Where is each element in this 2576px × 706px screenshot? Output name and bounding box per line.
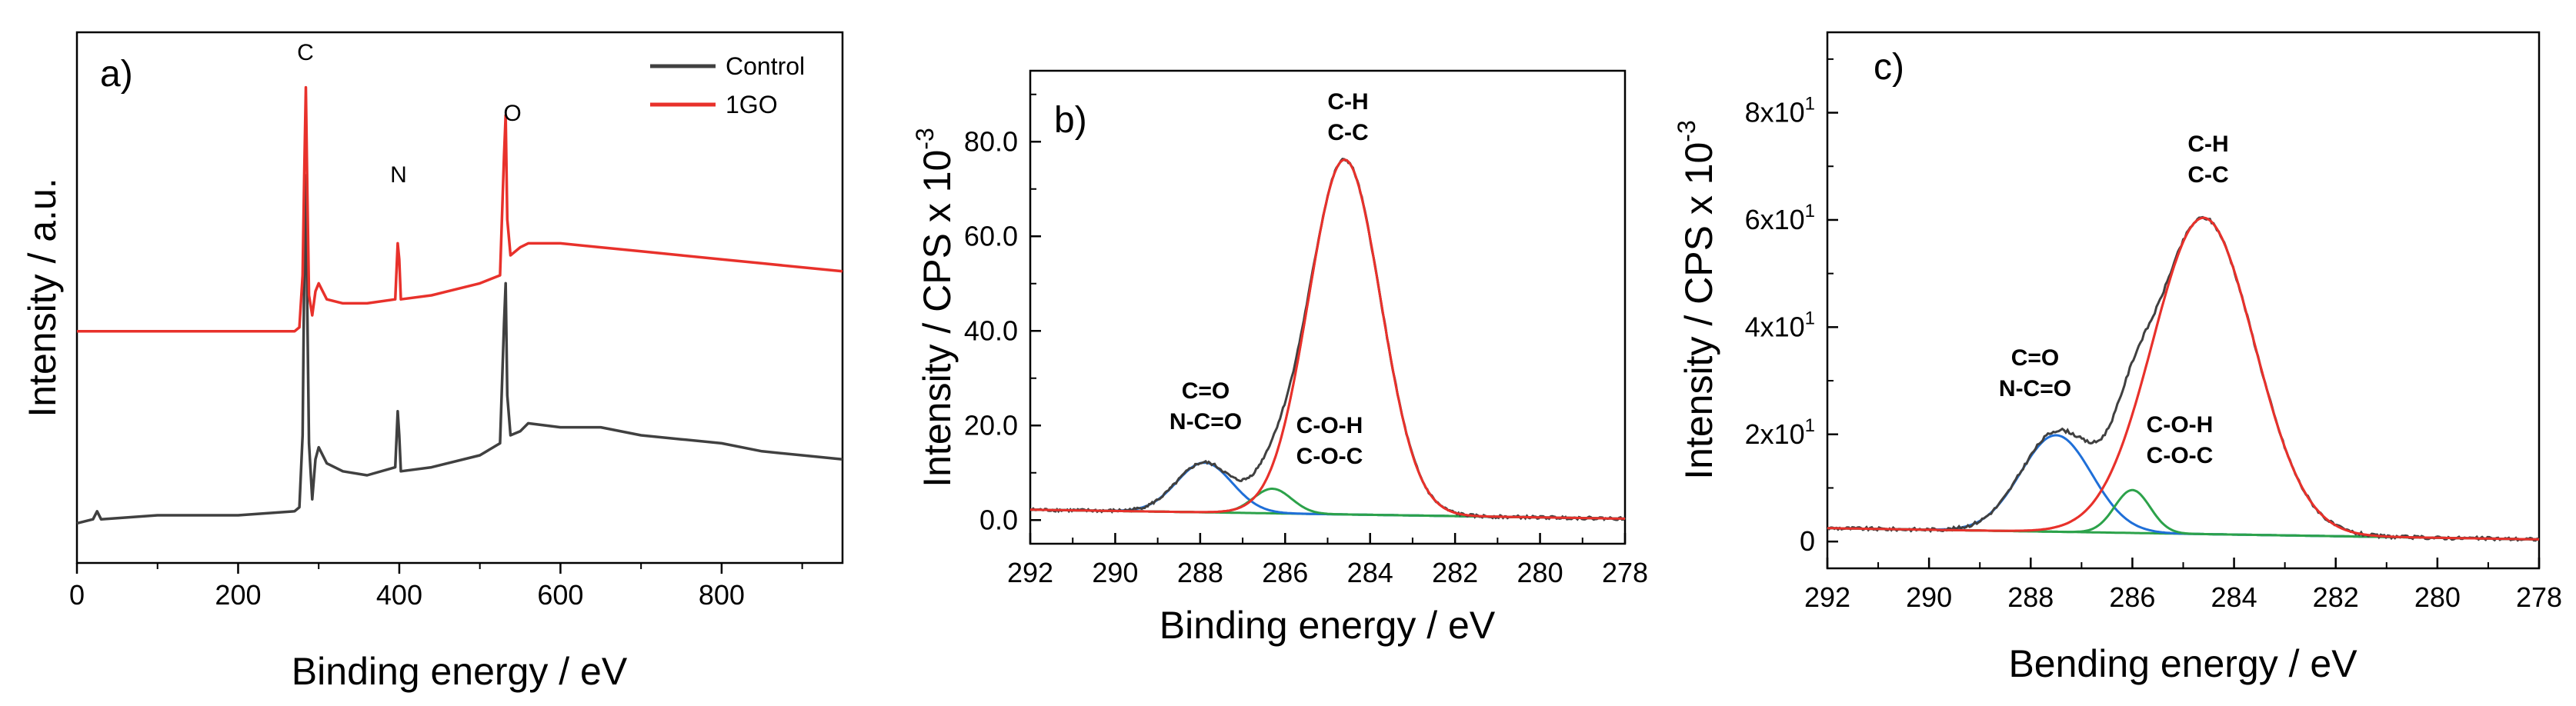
y-tick-label: 4x101 bbox=[1745, 308, 1815, 342]
component-line-main bbox=[1827, 216, 2540, 541]
panel-a-legend: Control 1GO bbox=[650, 52, 805, 118]
panel-b-annotation-coh-line2: C-O-C bbox=[1296, 444, 1363, 469]
panel-c-annotation-ch-line1: C-H bbox=[2187, 132, 2228, 157]
panel-c-annotation-coh-line1: C-O-H bbox=[2147, 412, 2214, 438]
y-tick-label: 40.0 bbox=[964, 315, 1018, 346]
x-tick-label: 278 bbox=[1602, 557, 1648, 588]
component-line-2 bbox=[1827, 488, 2540, 541]
panel-c-y-axis: 0 2x101 4x101 6x101 8x101 bbox=[1745, 58, 1838, 557]
y-tick-exponent: 1 bbox=[1805, 201, 1815, 221]
panel-b-annotation-coh-line1: C-O-H bbox=[1296, 413, 1363, 438]
x-tick-label: 286 bbox=[1262, 557, 1308, 588]
panel-b-x-axis: 292 290 288 286 284 282 280 278 bbox=[1007, 533, 1648, 588]
x-tick-label: 290 bbox=[1092, 557, 1138, 588]
y-tick-label: 20.0 bbox=[964, 409, 1018, 441]
x-tick-label: 280 bbox=[1517, 557, 1563, 588]
x-tick-label: 200 bbox=[215, 579, 261, 611]
peak-label-n: N bbox=[390, 162, 407, 188]
panel-b-c1s-spectrum: 292 290 288 286 284 282 280 278 0.0 20.0 40.0 60.0… bbox=[911, 69, 1648, 647]
x-tick-label: 600 bbox=[537, 579, 583, 611]
panel-a-x-axis: 0 200 400 600 800 bbox=[69, 563, 803, 611]
component-line-2 bbox=[1030, 488, 1625, 520]
peak-label-o: O bbox=[503, 101, 521, 126]
x-tick-label: 282 bbox=[1432, 557, 1478, 588]
y-tick-exponent: 1 bbox=[1805, 415, 1815, 436]
y-tick-label: 80.0 bbox=[964, 125, 1018, 157]
panel-c-y-axis-title-text: Intensity / CPS x 10 bbox=[1677, 142, 1720, 480]
panel-a-label: a) bbox=[100, 54, 133, 95]
y-tick-exponent: 1 bbox=[1805, 308, 1815, 328]
panel-c-c1s-spectrum: 292 290 288 286 284 282 280 278 0 2x101 4x101 6x10… bbox=[1673, 31, 2562, 685]
legend-label-1go: 1GO bbox=[726, 91, 778, 118]
y-tick-label: 0 bbox=[1800, 525, 1815, 557]
panel-b-y-axis: 0.0 20.0 40.0 60.0 80.0 bbox=[964, 93, 1041, 535]
x-tick-label: 290 bbox=[1906, 581, 1952, 613]
panel-c-plot-area bbox=[1827, 215, 2540, 542]
x-tick-label: 282 bbox=[2313, 581, 2359, 613]
x-tick-label: 0 bbox=[69, 579, 85, 611]
panel-c-x-axis-title: Bending energy / eV bbox=[2008, 642, 2357, 685]
panel-b-annotation-co-line1: C=O bbox=[1182, 378, 1230, 404]
panel-a-x-axis-title: Binding energy / eV bbox=[292, 650, 628, 693]
panel-a-frame bbox=[75, 31, 844, 564]
x-tick-label: 292 bbox=[1007, 557, 1053, 588]
peak-label-c: C bbox=[297, 40, 314, 65]
panel-c-annotation-ch-line2: C-C bbox=[2187, 162, 2228, 188]
x-tick-label: 280 bbox=[2414, 581, 2461, 613]
series-line-control bbox=[76, 174, 843, 525]
panel-b-label: b) bbox=[1054, 100, 1087, 141]
panel-b-x-axis-title: Binding energy / eV bbox=[1160, 604, 1496, 647]
panel-c-annotation-coh-line2: C-O-C bbox=[2147, 443, 2214, 468]
y-tick-label: 8x101 bbox=[1745, 94, 1815, 128]
y-tick-label: 6x101 bbox=[1745, 201, 1815, 235]
y-tick-label: 2x101 bbox=[1745, 415, 1815, 450]
panel-b-y-axis-title-text: Intensity / CPS x 10 bbox=[916, 150, 959, 488]
x-tick-label: 278 bbox=[2516, 581, 2562, 613]
x-tick-label: 800 bbox=[699, 579, 745, 611]
panel-b-y-axis-title-exponent: -3 bbox=[911, 128, 939, 149]
x-tick-label: 288 bbox=[1177, 557, 1223, 588]
y-tick-label: 0.0 bbox=[979, 504, 1018, 535]
panel-b-annotation-co-line2: N-C=O bbox=[1170, 409, 1242, 435]
panel-a-y-axis-title: Intensity / a.u. bbox=[21, 178, 64, 417]
panel-b-plot-area bbox=[1029, 158, 1627, 521]
panel-b-annotation-ch-line1: C-H bbox=[1327, 89, 1368, 115]
panel-c-annotation-co-line2: N-C=O bbox=[1999, 376, 2071, 401]
envelope-line bbox=[1827, 215, 2540, 542]
panel-a-plot-area bbox=[76, 85, 843, 525]
x-tick-label: 284 bbox=[1347, 557, 1393, 588]
panel-c-frame bbox=[1826, 31, 2541, 570]
panel-c-x-axis: 292 290 288 286 284 282 280 278 bbox=[1804, 558, 2562, 613]
x-tick-label: 284 bbox=[2211, 581, 2257, 613]
y-tick-exponent: 1 bbox=[1805, 94, 1815, 115]
panel-c-y-axis-title: Intensity / CPS x 10-3 bbox=[1673, 120, 1720, 480]
component-line-main bbox=[1030, 158, 1625, 520]
x-tick-label: 286 bbox=[2109, 581, 2155, 613]
panel-c-label: c) bbox=[1874, 47, 1904, 88]
component-line-0 bbox=[1827, 216, 2540, 541]
panel-c-y-axis-title-exponent: -3 bbox=[1673, 120, 1700, 142]
x-tick-label: 288 bbox=[2007, 581, 2054, 613]
panel-b-annotation-ch-line2: C-C bbox=[1327, 120, 1368, 145]
panel-b-y-axis-title: Intensity / CPS x 10-3 bbox=[911, 128, 959, 488]
y-tick-label: 60.0 bbox=[964, 220, 1018, 251]
series-line-1go bbox=[77, 85, 843, 333]
legend-label-control: Control bbox=[726, 52, 805, 80]
panel-c-annotation-co-line1: C=O bbox=[2011, 345, 2060, 371]
panel-a-survey-spectrum: 0 200 400 600 800 a) Control 1GO C N O Bindi… bbox=[21, 31, 844, 693]
x-tick-label: 292 bbox=[1804, 581, 1850, 613]
x-tick-label: 400 bbox=[376, 579, 422, 611]
